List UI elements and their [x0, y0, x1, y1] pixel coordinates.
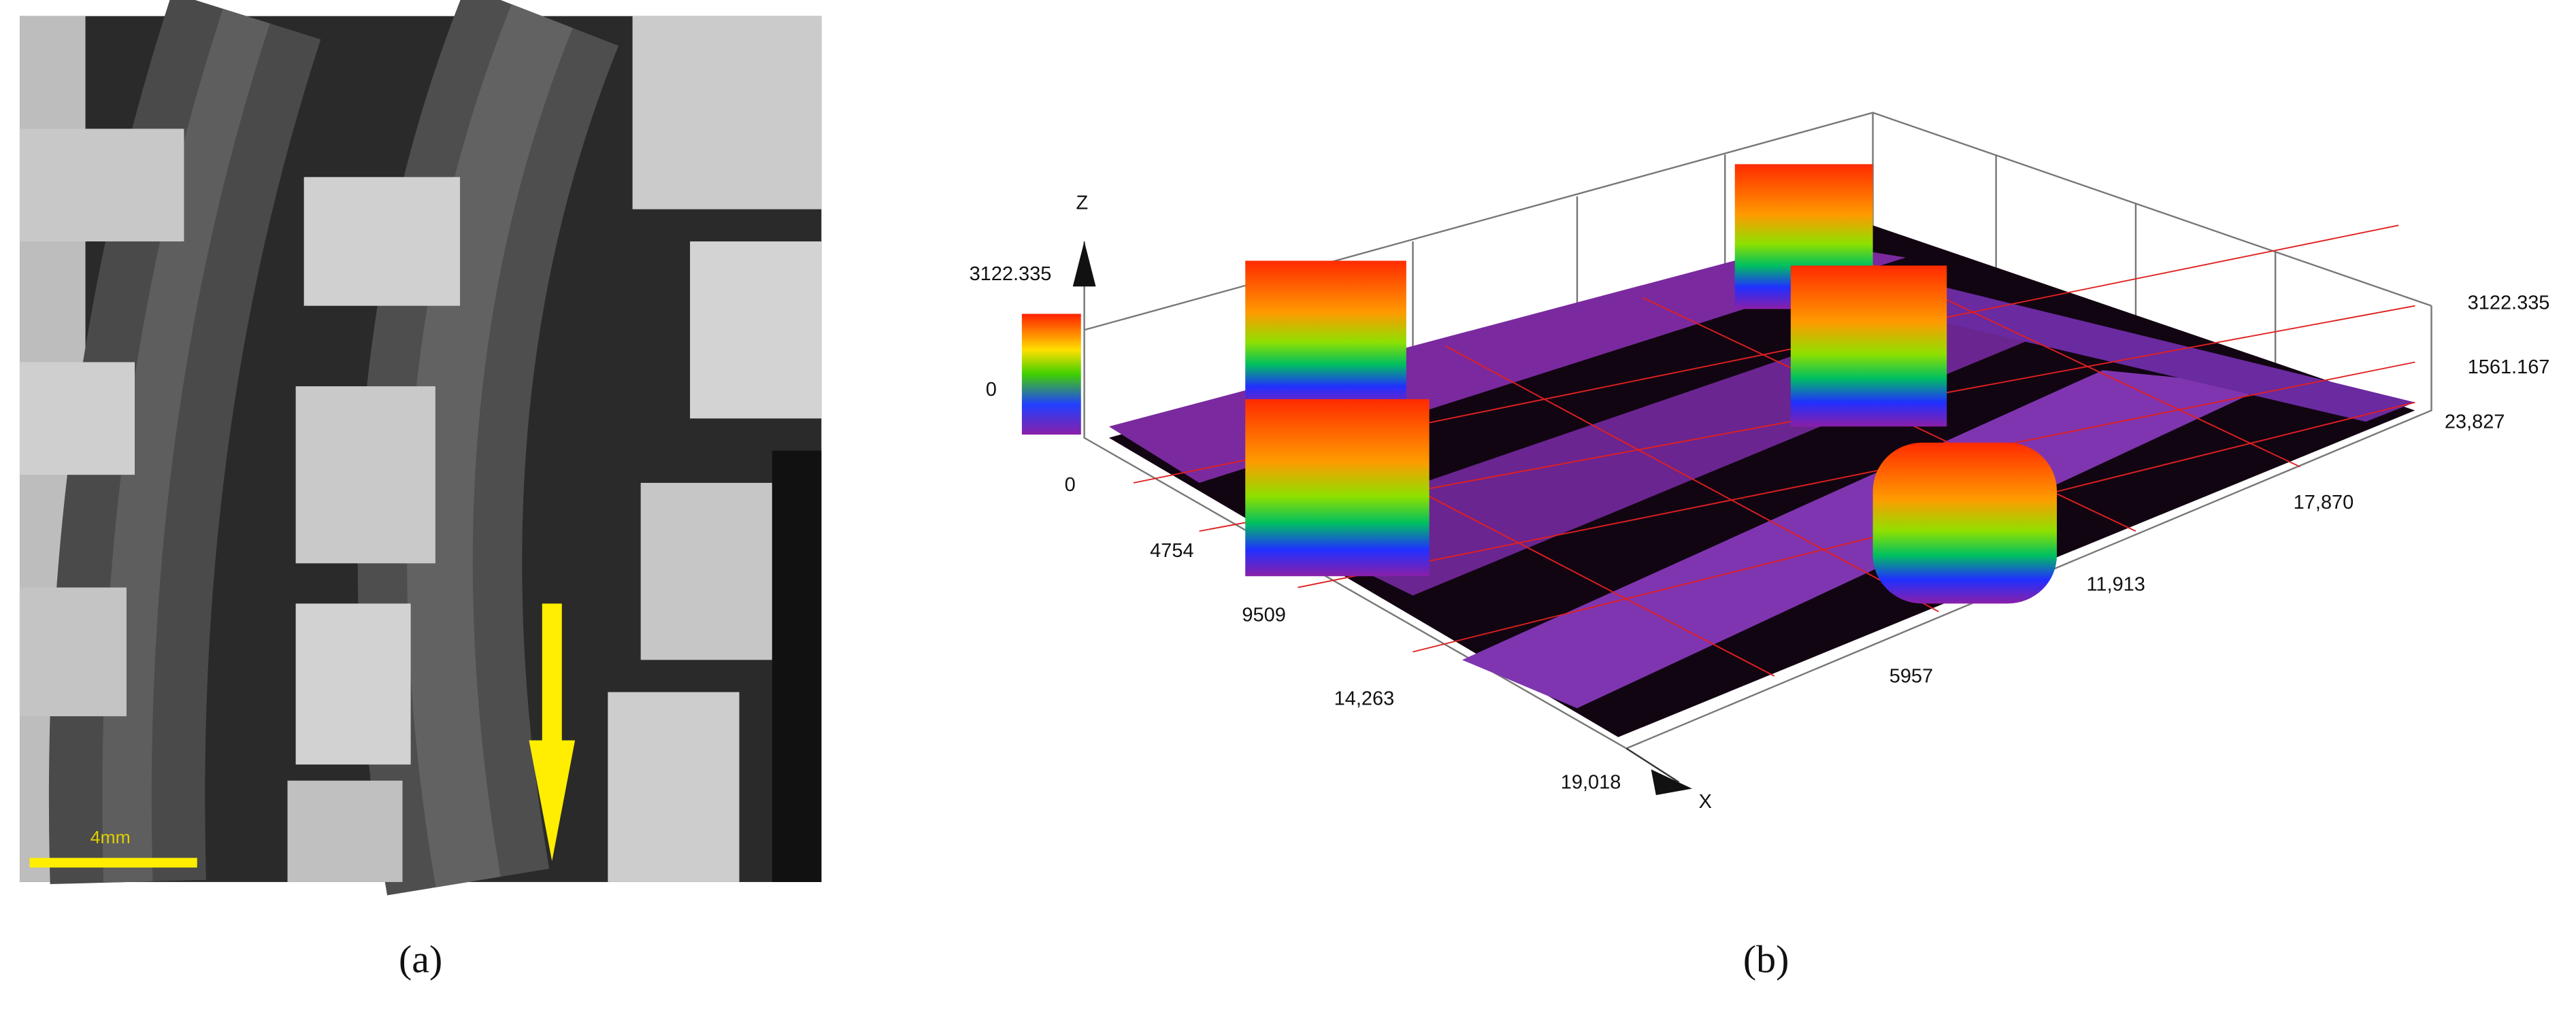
y-tick-label: 11,913: [2086, 574, 2145, 596]
z-tick-label: 3122.335: [2468, 292, 2550, 314]
x-tick-label: 4754: [1150, 540, 1193, 562]
y-tick-label: 23,827: [2445, 411, 2505, 433]
z-axis-label: Z: [1076, 192, 1089, 214]
x-tick-label: 14,263: [1334, 688, 1395, 710]
colorbar-label: 0: [986, 379, 997, 401]
z-tick-label: 1561.167: [2468, 356, 2550, 378]
surface: [1021, 164, 2415, 796]
y-tick-label: 17,870: [2294, 492, 2354, 513]
caption: (a): [399, 939, 442, 981]
y-tick-label: 5957: [1889, 666, 1933, 688]
colorbar-label: 3122.335: [970, 263, 1052, 285]
caption: (b): [1743, 939, 1789, 981]
micrograph: [19, 0, 822, 896]
origin-label: 0: [1065, 474, 1076, 496]
x-tick-label: 9509: [1242, 605, 1285, 626]
scale-bar-label: 4mm: [90, 827, 131, 847]
x-tick-label: 19,018: [1561, 772, 1621, 794]
x-axis-label: X: [1699, 791, 1712, 813]
